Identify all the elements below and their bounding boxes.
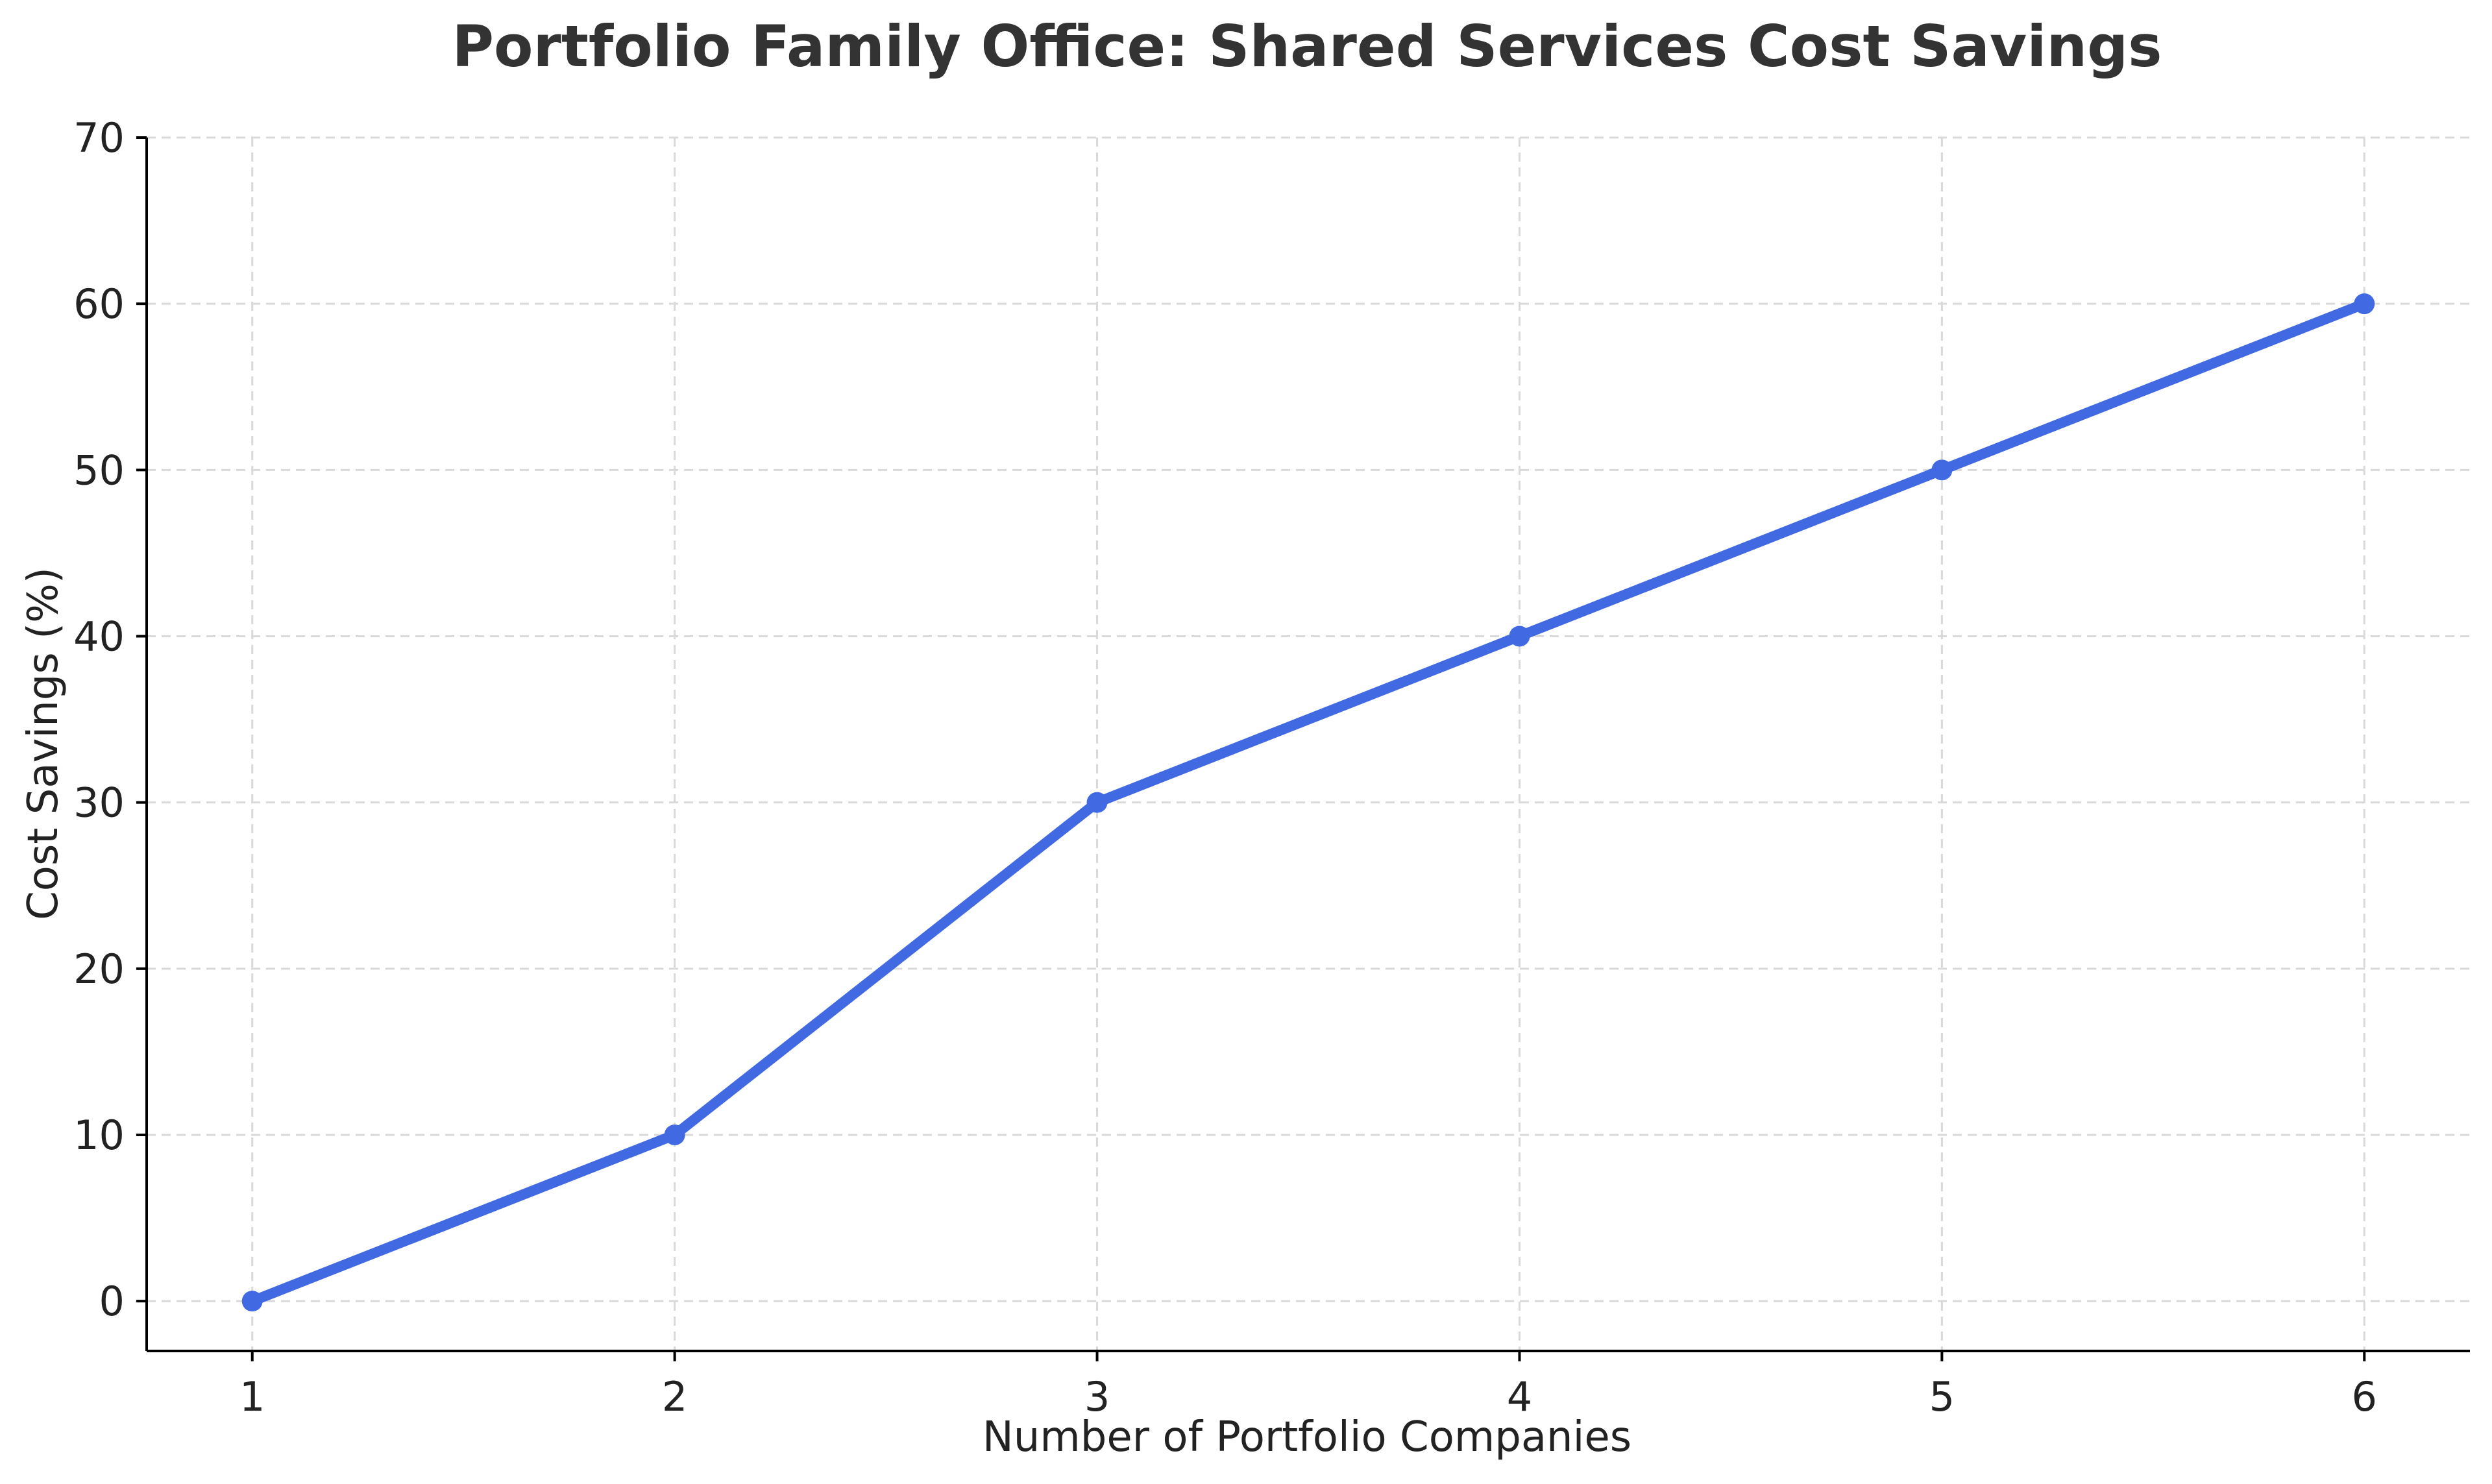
y-tick-label: 20 bbox=[73, 945, 125, 993]
y-tick-label: 60 bbox=[73, 280, 125, 328]
y-tick-label: 30 bbox=[73, 779, 125, 827]
y-tick-label: 50 bbox=[73, 446, 125, 494]
x-tick-label: 3 bbox=[1084, 1373, 1110, 1420]
x-axis-label: Number of Portfolio Companies bbox=[983, 1413, 1631, 1461]
x-tick-label: 5 bbox=[1929, 1373, 1955, 1420]
y-tick-label: 0 bbox=[99, 1278, 125, 1325]
series-line bbox=[247, 298, 2370, 1307]
data-point bbox=[664, 1124, 685, 1145]
x-tick-label: 1 bbox=[239, 1373, 265, 1420]
data-point bbox=[1086, 792, 1108, 813]
axes bbox=[136, 136, 2470, 1361]
data-point bbox=[1931, 459, 1953, 481]
y-tick-label: 40 bbox=[73, 613, 125, 660]
x-tick-label: 6 bbox=[2352, 1373, 2377, 1420]
series bbox=[241, 293, 2375, 1312]
x-tick-label: 4 bbox=[1507, 1373, 1532, 1420]
y-tick-label: 70 bbox=[73, 114, 125, 162]
grid bbox=[147, 136, 2470, 1351]
data-point bbox=[2354, 293, 2375, 315]
data-point bbox=[241, 1291, 263, 1312]
y-tick-label: 10 bbox=[73, 1112, 125, 1159]
chart-title: Portfolio Family Office: Shared Services… bbox=[452, 13, 2162, 80]
x-tick-label: 2 bbox=[662, 1373, 687, 1420]
data-point bbox=[1509, 626, 1530, 647]
y-axis-label: Cost Savings (%) bbox=[19, 567, 67, 920]
